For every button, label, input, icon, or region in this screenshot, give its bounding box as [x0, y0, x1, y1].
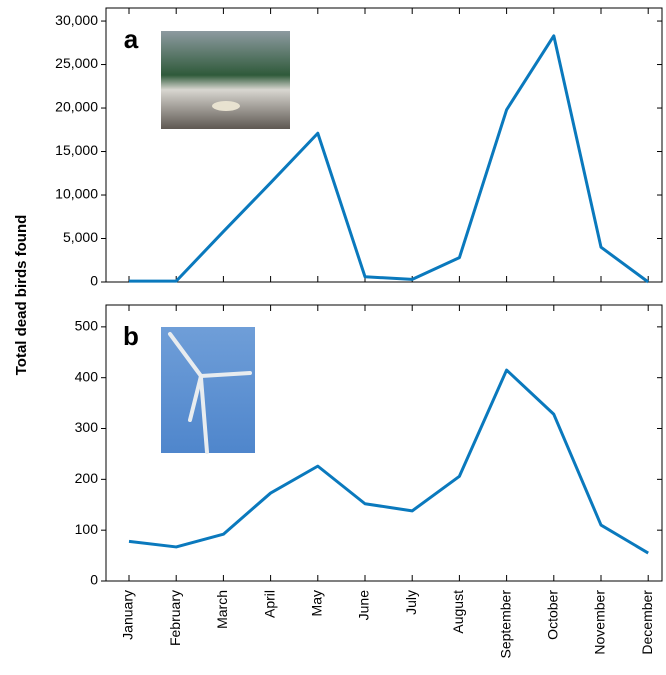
- y-tick-label: 15,000: [55, 142, 98, 158]
- x-tick-label: January: [120, 590, 136, 640]
- y-tick-label: 0: [90, 572, 98, 588]
- x-tick-label: December: [639, 590, 655, 655]
- photo-building: [161, 31, 290, 129]
- y-tick-label: 200: [75, 470, 99, 486]
- y-tick-label: 20,000: [55, 99, 98, 115]
- photo-bird: [212, 101, 240, 111]
- turbine-drawing: [168, 332, 252, 454]
- x-tick-label: May: [309, 590, 325, 616]
- x-tick-label: March: [214, 590, 230, 629]
- x-tick-label: November: [592, 590, 608, 655]
- photo-turbine: [161, 327, 255, 453]
- x-tick-label: July: [403, 590, 419, 615]
- x-tick-label: April: [261, 590, 277, 618]
- y-tick-label: 30,000: [55, 12, 98, 28]
- x-tick-label: September: [497, 590, 513, 659]
- plot-frame: [105, 304, 663, 582]
- panel-label: b: [123, 321, 139, 351]
- x-tick-label: August: [450, 590, 466, 634]
- y-tick-label: 100: [75, 521, 99, 537]
- y-tick-label: 0: [90, 273, 98, 289]
- data-line: [129, 34, 650, 284]
- y-tick-label: 5,000: [63, 229, 98, 245]
- y-axis-label: Total dead birds found: [13, 215, 30, 376]
- panel-label: a: [124, 24, 139, 54]
- y-tick-label: 25,000: [55, 55, 98, 71]
- y-tick-label: 500: [75, 318, 99, 334]
- x-tick-label: June: [356, 590, 372, 621]
- y-tick-label: 400: [75, 368, 99, 384]
- y-tick-label: 10,000: [55, 186, 98, 202]
- data-line: [128, 368, 649, 555]
- x-tick-label: February: [167, 590, 183, 646]
- plot-frame: [105, 7, 663, 283]
- y-tick-label: 300: [75, 419, 99, 435]
- x-tick-label: October: [545, 590, 561, 640]
